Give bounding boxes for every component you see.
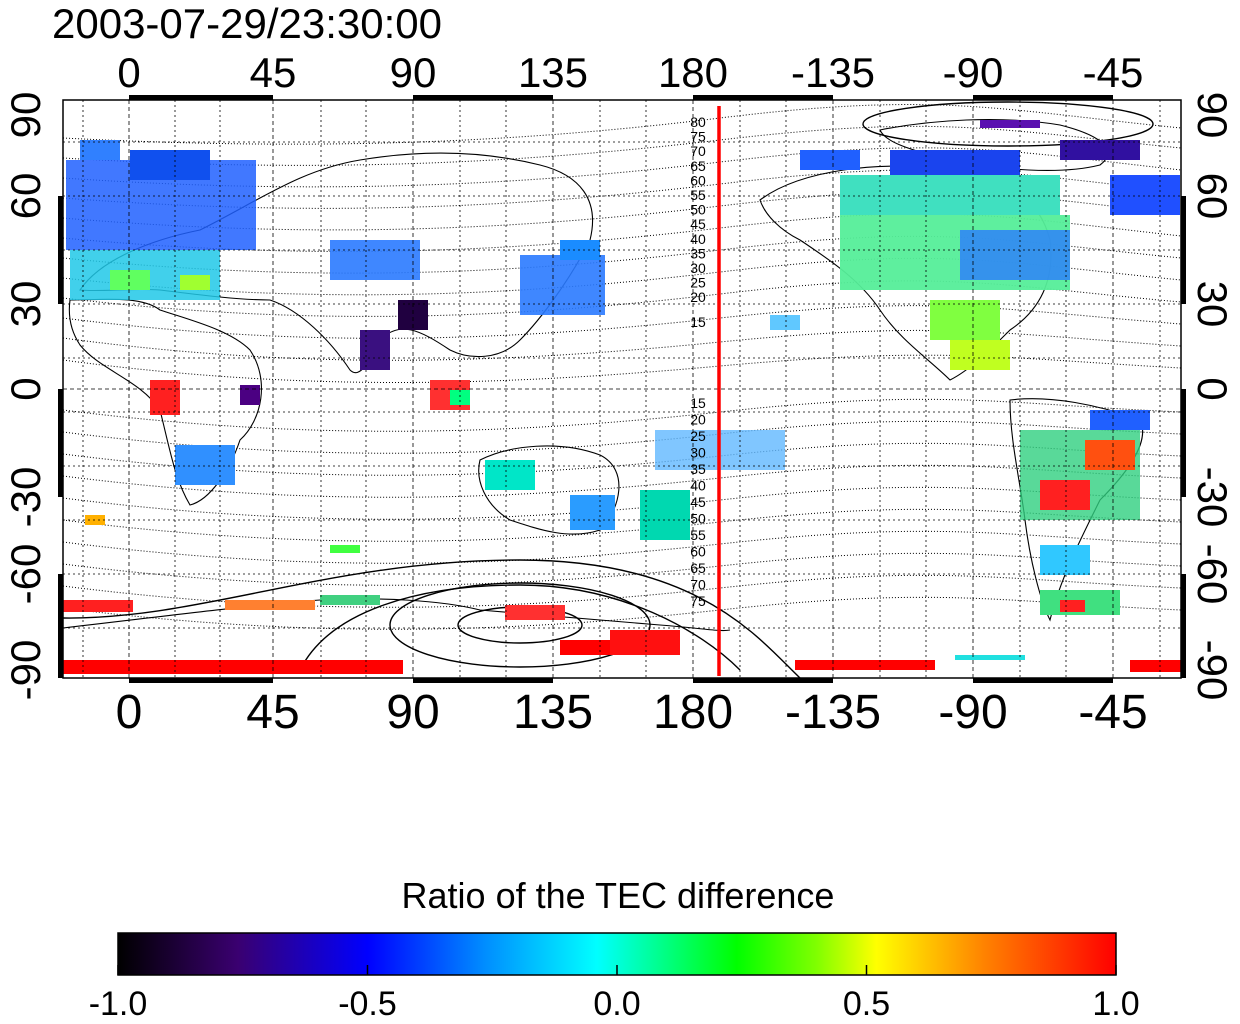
contour-label: 55: [690, 187, 706, 203]
left-lat-label: 60: [2, 173, 49, 220]
contour-label: 45: [690, 494, 706, 510]
tec-data-patches: [63, 120, 1181, 674]
colorbar-ticks: [117, 965, 1117, 975]
right-lat-label: 60: [1189, 173, 1236, 220]
contour-label: 65: [690, 560, 706, 576]
contour-label: 40: [690, 478, 706, 494]
bottom-lon-label: 0: [116, 686, 143, 739]
contour-label: 25: [690, 428, 706, 444]
colorbar-title: Ratio of the TEC difference: [402, 875, 835, 916]
top-lon-label: -135: [791, 49, 875, 96]
contour-label: 70: [690, 143, 706, 159]
contour-label: 30: [690, 445, 706, 461]
bottom-lon-label: -45: [1078, 686, 1147, 739]
contour-label: 80: [690, 114, 706, 130]
contour-label: 75: [690, 129, 706, 145]
bottom-lon-label: 90: [386, 686, 439, 739]
colorbar: Ratio of the TEC difference -1.0 -0.5 0.0 0…: [89, 875, 1140, 1023]
contour-label: 50: [690, 511, 706, 527]
contour-label: 60: [690, 544, 706, 560]
frame-tick-bars: [58, 95, 1186, 683]
top-lon-label: 135: [518, 49, 588, 96]
contour-label: 60: [690, 172, 706, 188]
colorbar-tick-label: -0.5: [338, 985, 397, 1023]
colorbar-tick-label: -1.0: [89, 985, 148, 1023]
colorbar-tick-labels: -1.0 -0.5 0.0 0.5 1.0: [89, 985, 1140, 1023]
bottom-lon-label: 180: [653, 686, 733, 739]
contour-label: 15: [690, 395, 706, 411]
right-lat-label: 0: [1189, 377, 1236, 400]
contour-label: 55: [690, 527, 706, 543]
right-lat-label: -90: [1189, 640, 1236, 701]
top-lon-label: 180: [658, 49, 728, 96]
contour-label: 70: [690, 577, 706, 593]
left-lat-label: 0: [2, 377, 49, 400]
contour-label: 35: [690, 461, 706, 477]
left-latitude-labels: 90 60 30 0 -30 -60 -90: [2, 92, 49, 701]
right-lat-label: 30: [1189, 281, 1236, 328]
contour-label: 20: [690, 412, 706, 428]
colorbar-tick-label: 0.5: [843, 985, 890, 1023]
contour-label: 15: [690, 314, 706, 330]
top-lon-label: -90: [943, 49, 1004, 96]
top-longitude-labels: 0 45 90 135 180 -135 -90 -45: [117, 49, 1143, 96]
right-lat-label: -30: [1189, 467, 1236, 528]
graticule: [63, 100, 1181, 678]
bottom-lon-label: 45: [246, 686, 299, 739]
right-lat-label: -60: [1189, 544, 1236, 605]
top-lon-label: 90: [390, 49, 437, 96]
contour-label: 75: [690, 593, 706, 609]
contour-label: 40: [690, 231, 706, 247]
graticule-major: [63, 100, 1181, 678]
bottom-longitude-labels: 0 45 90 135 180 -135 -90 -45: [116, 686, 1148, 739]
contour-label: 45: [690, 216, 706, 232]
left-lat-label: -90: [2, 640, 49, 701]
bottom-lon-label: -135: [785, 686, 881, 739]
right-latitude-labels: 90 60 30 0 -30 -60 -90: [1189, 92, 1236, 701]
colorbar-tick-label: 0.0: [593, 985, 640, 1023]
magnetic-pole-contours: [63, 101, 1154, 678]
contour-label: 30: [690, 260, 706, 276]
top-lon-label: -45: [1083, 49, 1144, 96]
contour-label: 25: [690, 275, 706, 291]
contour-label: 20: [690, 289, 706, 305]
left-lat-label: -30: [2, 467, 49, 528]
right-lat-label: 90: [1189, 92, 1236, 139]
figure-title: 2003-07-29/23:30:00: [52, 0, 442, 47]
top-lon-label: 45: [250, 49, 297, 96]
colorbar-tick-label: 1.0: [1092, 985, 1139, 1023]
bottom-lon-label: -90: [938, 686, 1007, 739]
left-lat-label: 90: [2, 92, 49, 139]
bottom-lon-label: 135: [513, 686, 593, 739]
left-lat-label: -60: [2, 544, 49, 605]
left-lat-label: 30: [2, 281, 49, 328]
contour-label: 35: [690, 245, 706, 261]
contour-label: 50: [690, 202, 706, 218]
top-lon-label: 0: [117, 49, 140, 96]
contour-label: 65: [690, 158, 706, 174]
